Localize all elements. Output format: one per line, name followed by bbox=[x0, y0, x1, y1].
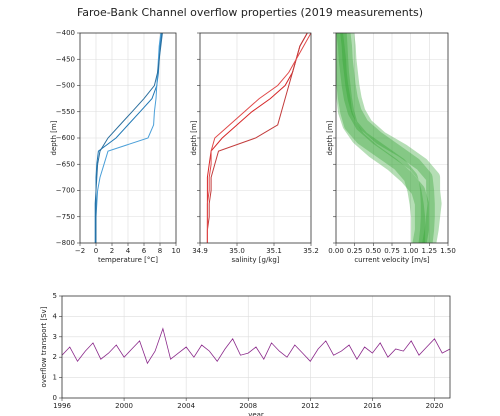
plot-frame bbox=[79, 32, 177, 244]
transport-line bbox=[62, 327, 450, 365]
y-tick-label: −600 bbox=[56, 134, 75, 142]
x-tick-label: 2004 bbox=[177, 402, 195, 410]
x-tick-label: 2000 bbox=[115, 402, 133, 410]
x-tick-label: 34.9 bbox=[192, 247, 208, 255]
plot-frame bbox=[335, 32, 449, 244]
x-axis-label: temperature [°C] bbox=[98, 256, 158, 264]
y-tick-label: −450 bbox=[56, 55, 75, 63]
figure-title: Faroe-Bank Channel overflow properties (… bbox=[77, 6, 423, 19]
x-tick-label: 8 bbox=[158, 247, 162, 255]
x-tick-label: 0.00 bbox=[328, 247, 344, 255]
x-tick-label: 1.50 bbox=[440, 247, 456, 255]
y-tick-label: 4 bbox=[53, 312, 58, 320]
profile-line bbox=[206, 33, 311, 243]
plot-frame bbox=[61, 295, 451, 399]
y-axis-label: depth [m] bbox=[326, 120, 334, 155]
profile-line bbox=[336, 33, 426, 243]
x-tick-label: 35.2 bbox=[303, 247, 319, 255]
y-axis-label: overflow transport [Sv] bbox=[40, 306, 48, 387]
x-tick-label: 10 bbox=[172, 247, 181, 255]
x-tick-label: 1996 bbox=[53, 402, 71, 410]
x-tick-label: 1.00 bbox=[403, 247, 419, 255]
x-tick-label: −2 bbox=[75, 247, 85, 255]
x-tick-label: 0.75 bbox=[384, 247, 400, 255]
y-tick-label: 2 bbox=[53, 353, 57, 361]
y-tick-label: 3 bbox=[53, 333, 57, 341]
profile-line bbox=[95, 33, 163, 243]
y-tick-label: −400 bbox=[56, 29, 75, 37]
x-tick-label: 2008 bbox=[239, 402, 257, 410]
y-tick-label: −700 bbox=[56, 187, 75, 195]
x-tick-label: 2012 bbox=[301, 402, 319, 410]
y-axis-label: depth [m] bbox=[190, 120, 198, 155]
x-tick-label: 0.25 bbox=[347, 247, 363, 255]
profile-line bbox=[340, 33, 442, 243]
x-tick-label: 4 bbox=[126, 247, 131, 255]
x-tick-label: 1.25 bbox=[422, 247, 438, 255]
y-tick-label: −800 bbox=[56, 239, 75, 247]
profile-line bbox=[336, 33, 435, 243]
y-tick-label: −650 bbox=[56, 160, 75, 168]
x-tick-label: 2020 bbox=[426, 402, 444, 410]
y-tick-label: −500 bbox=[56, 82, 75, 90]
profile-line bbox=[94, 33, 163, 243]
x-tick-label: 6 bbox=[142, 247, 147, 255]
x-tick-label: 35.1 bbox=[266, 247, 282, 255]
profile-line bbox=[206, 33, 308, 243]
profile-line bbox=[336, 33, 429, 243]
y-tick-label: 0 bbox=[53, 394, 57, 402]
x-tick-label: 2 bbox=[110, 247, 114, 255]
x-axis-label: year bbox=[248, 411, 264, 416]
y-tick-label: 1 bbox=[53, 374, 57, 382]
y-axis-label: depth [m] bbox=[50, 120, 58, 155]
x-tick-label: 0.50 bbox=[366, 247, 382, 255]
y-tick-label: −750 bbox=[56, 213, 75, 221]
y-tick-label: 5 bbox=[53, 292, 57, 300]
x-tick-label: 35.0 bbox=[229, 247, 245, 255]
plot-frame bbox=[199, 32, 312, 244]
y-tick-label: −550 bbox=[56, 108, 75, 116]
x-tick-label: 0 bbox=[94, 247, 98, 255]
x-tick-label: 2016 bbox=[363, 402, 381, 410]
x-axis-label: current velocity [m/s] bbox=[354, 256, 430, 264]
x-axis-label: salinity [g/kg] bbox=[231, 256, 279, 264]
